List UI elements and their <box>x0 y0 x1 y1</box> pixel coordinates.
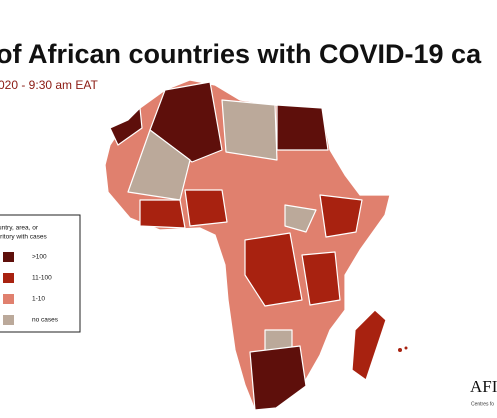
logo: AFI <box>470 377 497 396</box>
legend-swatch <box>3 252 14 262</box>
region <box>149 81 223 163</box>
legend-title: untry, area, or <box>0 225 39 232</box>
title: of African countries with COVID-19 ca <box>0 39 482 69</box>
region <box>244 232 303 307</box>
legend-title: rritory with cases <box>0 234 48 241</box>
subtitle: 020 - 9:30 am EAT <box>0 78 98 92</box>
legend-label: 1-10 <box>32 296 45 303</box>
legend-label: 11-100 <box>32 275 52 282</box>
region <box>276 104 329 151</box>
island <box>404 346 408 350</box>
region <box>249 345 307 411</box>
region <box>221 99 278 161</box>
legend-swatch <box>3 273 14 283</box>
legend-swatch <box>3 294 14 304</box>
region <box>139 199 186 229</box>
legend: untry, area, or rritory with cases >100 11-… <box>0 214 81 333</box>
legend-label: >100 <box>32 254 47 261</box>
logo-subtitle: Centres fo <box>471 401 494 407</box>
legend-swatch <box>3 315 14 325</box>
region <box>109 107 143 146</box>
region <box>184 189 228 227</box>
island <box>398 348 402 352</box>
africa-map <box>104 79 408 411</box>
island <box>351 309 387 381</box>
region <box>319 194 363 238</box>
legend-label: no cases <box>32 317 59 324</box>
region <box>301 251 341 306</box>
region <box>284 204 317 233</box>
